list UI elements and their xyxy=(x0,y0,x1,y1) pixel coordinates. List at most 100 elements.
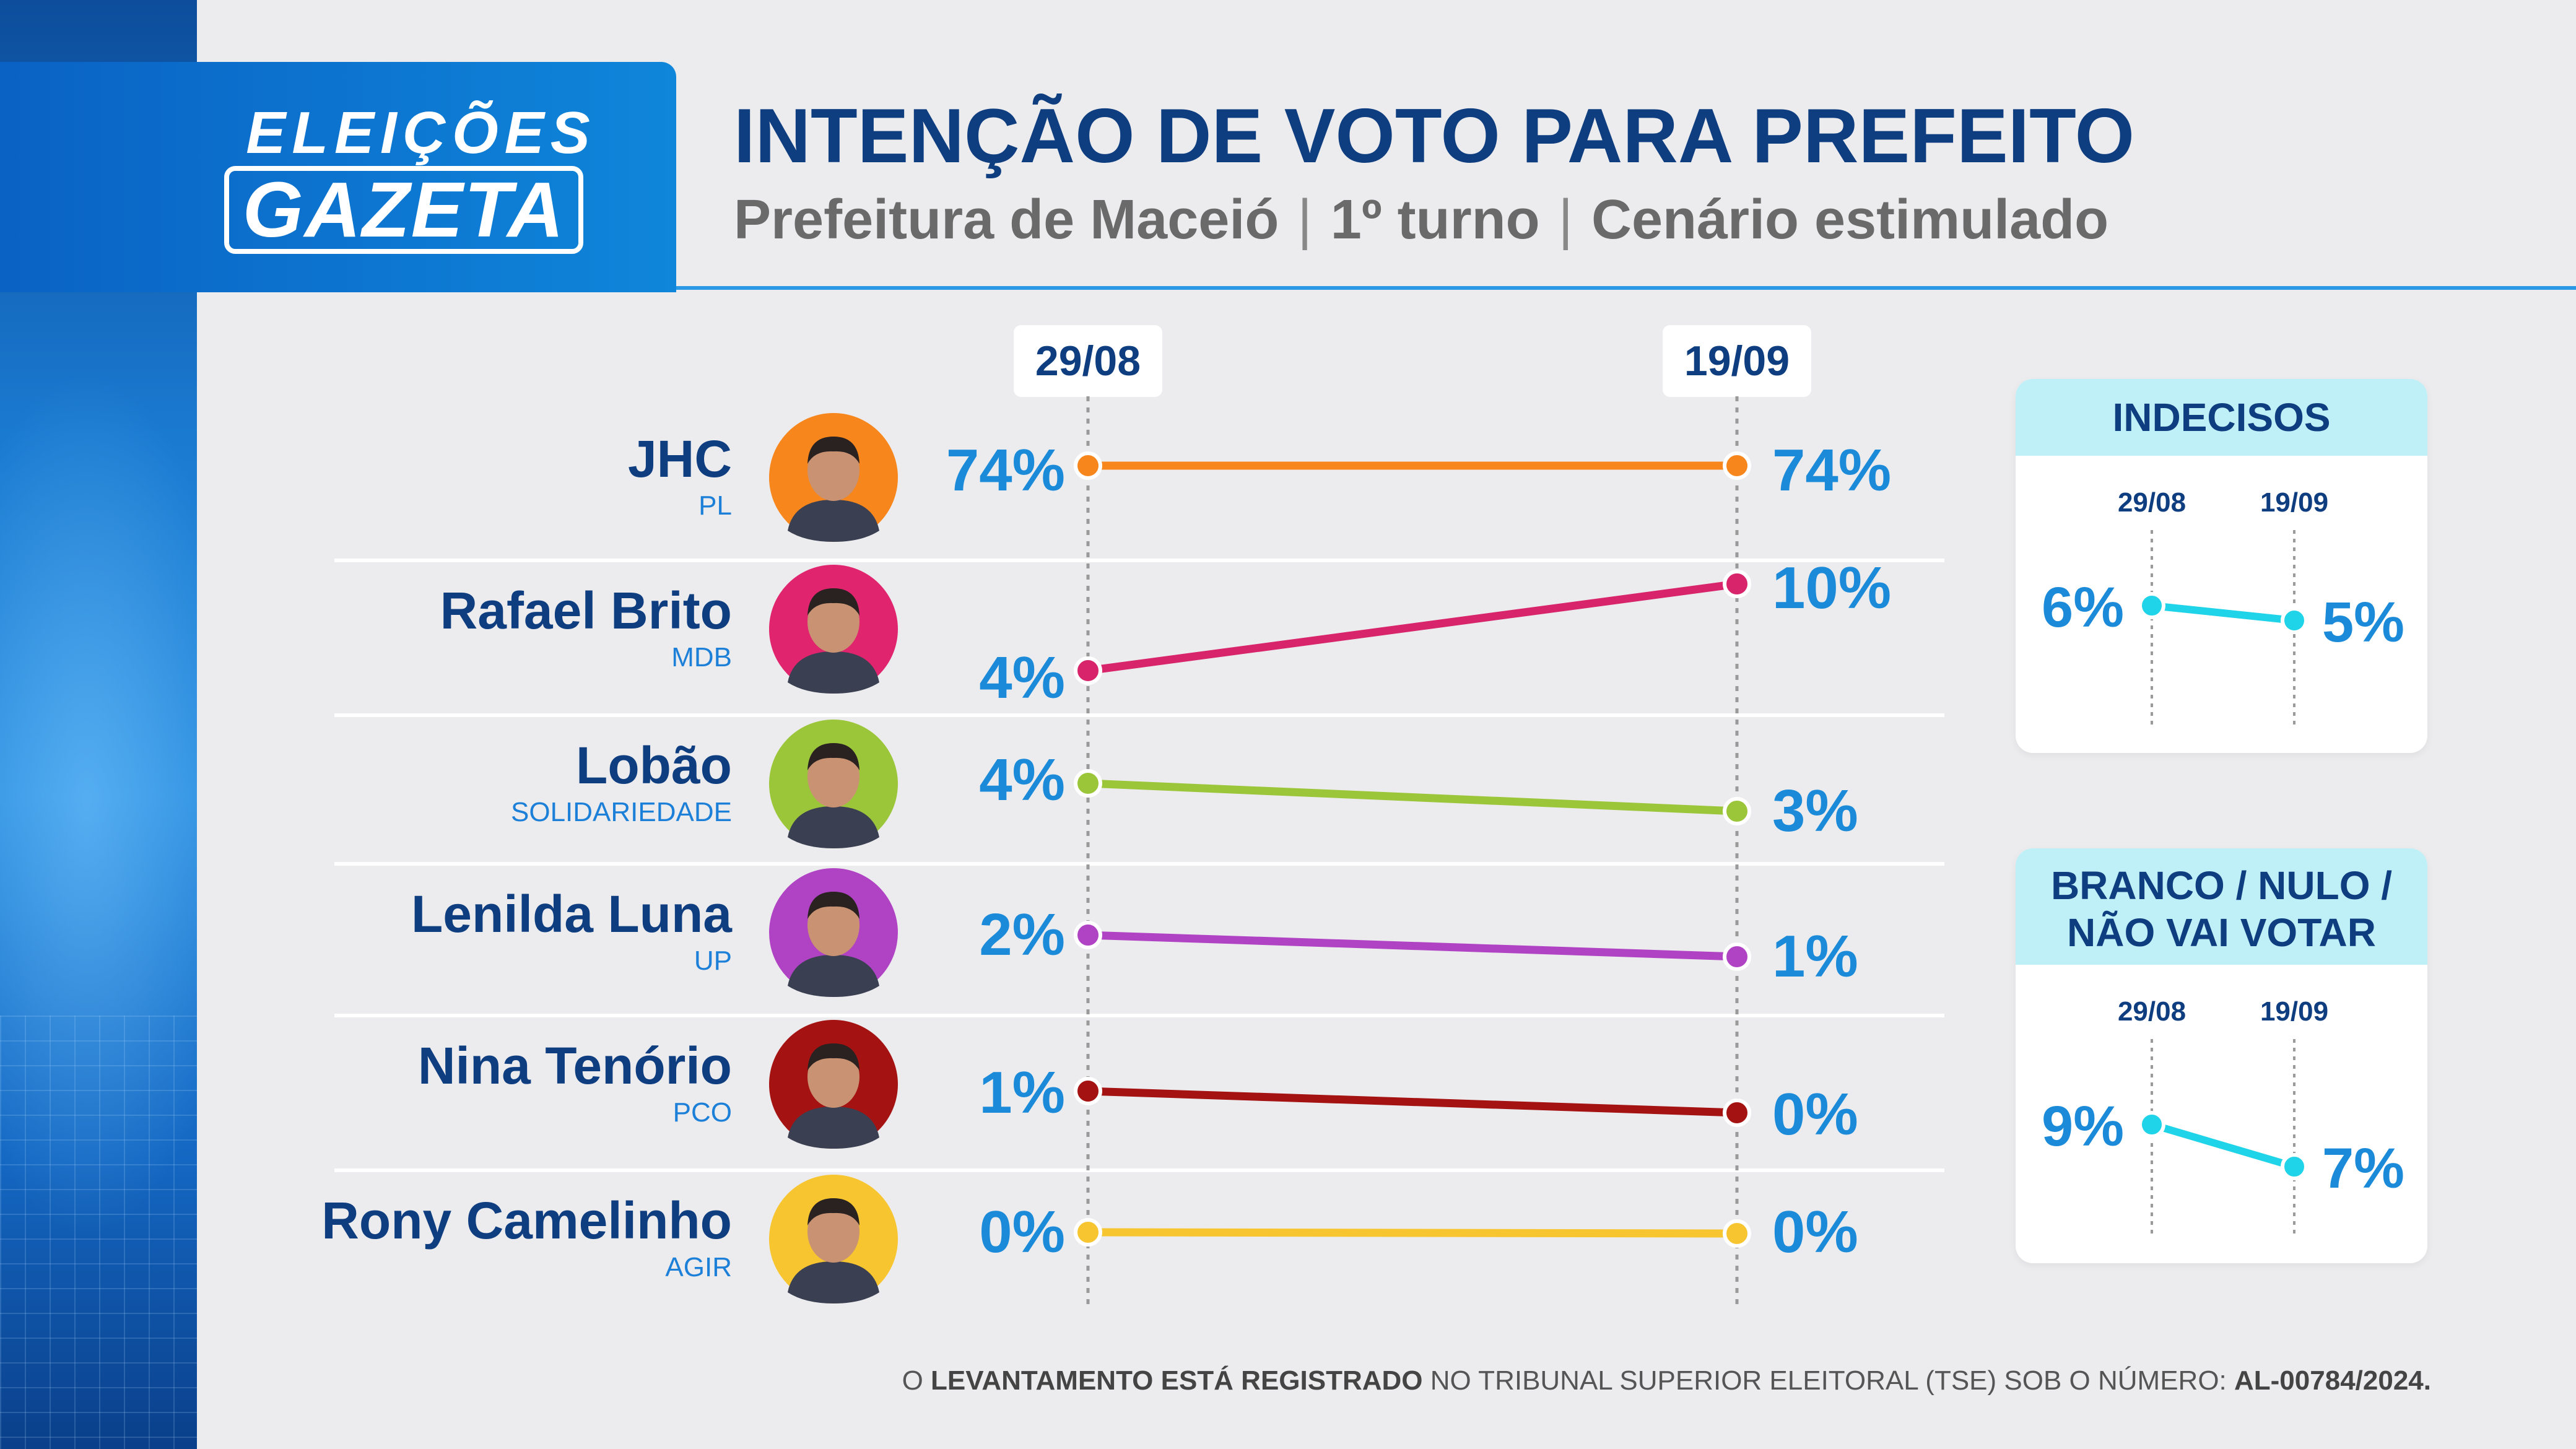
series-point xyxy=(1723,797,1751,825)
candidate-avatar xyxy=(769,719,898,848)
person-silhouette-icon xyxy=(788,1198,879,1303)
panel-series-point xyxy=(2138,592,2165,619)
series-point xyxy=(1074,1077,1102,1105)
value-label-first: 74% xyxy=(946,437,1065,503)
panel-chart-svg: 29/08 19/09 9% 7% xyxy=(2042,996,2404,1238)
series-point xyxy=(1723,1099,1751,1127)
series-line xyxy=(1084,1228,1741,1238)
panel-series-line xyxy=(2148,1121,2298,1170)
person-silhouette-icon xyxy=(788,436,879,542)
row-divider xyxy=(334,713,1944,717)
value-label-last: 1% xyxy=(1772,923,1858,990)
series-point xyxy=(1723,1219,1751,1248)
value-label-last: 0% xyxy=(1772,1081,1858,1147)
subtitle-separator: | xyxy=(1558,189,1573,251)
footer-bold-registered: LEVANTAMENTO ESTÁ REGISTRADO xyxy=(931,1365,1423,1396)
panel-value-label-first: 6% xyxy=(2042,576,2124,639)
series-line xyxy=(1084,1087,1741,1117)
candidate-avatar xyxy=(769,1019,898,1149)
page-title: INTENÇÃO DE VOTO PARA PREFEITO xyxy=(734,94,2135,179)
value-label-first: 4% xyxy=(979,747,1065,813)
candidate-name: Rony Camelinho xyxy=(321,1191,732,1250)
value-label-first: 0% xyxy=(979,1199,1065,1265)
subtitle-separator: | xyxy=(1297,189,1312,251)
panel-value-label-last: 5% xyxy=(2322,591,2404,654)
candidate-party: AGIR xyxy=(665,1251,732,1282)
panel-date-label: 29/08 xyxy=(2118,996,2186,1027)
page-subtitle: Prefeitura de Maceió | 1º turno | Cenário es… xyxy=(734,186,2108,254)
series-point xyxy=(1723,942,1751,971)
candidate-name: Rafael Brito xyxy=(440,581,732,640)
series-point xyxy=(1074,769,1102,798)
subtitle-round: 1º turno xyxy=(1330,189,1540,251)
footer-note: O LEVANTAMENTO ESTÁ REGISTRADO NO TRIBUN… xyxy=(902,1362,2431,1399)
row-divider xyxy=(334,1014,1944,1017)
value-label-last: 3% xyxy=(1772,778,1858,844)
subtitle-scenario: Cenário estimulado xyxy=(1591,189,2109,251)
value-label-last: 0% xyxy=(1772,1199,1858,1265)
panel-series-line xyxy=(2148,602,2298,624)
panel-chart-svg: 29/08 19/09 6% 5% xyxy=(2042,487,2404,728)
value-label-first: 2% xyxy=(979,902,1065,968)
footer-prefix: O xyxy=(902,1365,931,1396)
series-line xyxy=(1084,580,1741,675)
value-label-first: 4% xyxy=(979,645,1065,711)
left-band-glow xyxy=(0,372,197,1238)
brand-line2: GAZETA xyxy=(224,166,583,254)
subtitle-city: Prefeitura de Maceió xyxy=(734,189,1279,251)
series-point xyxy=(1074,451,1102,480)
series-point xyxy=(1074,656,1102,685)
series-point xyxy=(1074,921,1102,949)
person-silhouette-icon xyxy=(788,1043,879,1149)
candidate-party: UP xyxy=(694,945,732,976)
panel-series-point xyxy=(2281,607,2308,634)
series-point xyxy=(1723,451,1751,480)
series-point xyxy=(1723,570,1751,598)
branco-nulo-title-line1: BRANCO / NULO / xyxy=(2050,863,2393,908)
candidate-name: Lenilda Luna xyxy=(411,884,732,943)
branco-nulo-title-line2: NÃO VAI VOTAR xyxy=(2067,910,2376,955)
person-silhouette-icon xyxy=(788,891,879,997)
candidate-avatar xyxy=(769,412,898,542)
brand-logo-panel: ELEIÇÕES GAZETA xyxy=(0,62,676,292)
panel-series-point xyxy=(2138,1111,2165,1138)
indecisos-panel-title: INDECISOS xyxy=(2016,379,2427,456)
header-rule xyxy=(676,286,2576,290)
candidate-party: SOLIDARIEDADE xyxy=(511,796,732,827)
person-silhouette-icon xyxy=(788,742,879,848)
candidate-party: MDB xyxy=(671,642,732,672)
panel-date-label: 29/08 xyxy=(2118,487,2186,518)
row-divider xyxy=(334,559,1944,562)
candidate-name: Nina Tenório xyxy=(417,1036,732,1095)
candidate-avatar xyxy=(769,1174,898,1303)
date-chip-29-08: 29/08 xyxy=(1014,325,1162,397)
series-point xyxy=(1074,1218,1102,1247)
panel-series-point xyxy=(2281,1153,2308,1180)
brand-line1: ELEIÇÕES xyxy=(246,100,596,166)
person-silhouette-icon xyxy=(788,588,879,694)
candidate-party: PCO xyxy=(672,1097,732,1128)
left-band-grid xyxy=(0,1016,197,1449)
value-label-last: 74% xyxy=(1772,437,1892,503)
panel-date-label: 19/09 xyxy=(2260,487,2328,518)
candidate-avatar xyxy=(769,868,898,997)
branco-nulo-panel: BRANCO / NULO / NÃO VAI VOTAR 29/08 19/09… xyxy=(2016,848,2427,1263)
candidate-name: Lobão xyxy=(576,736,732,794)
panel-value-label-last: 7% xyxy=(2322,1137,2404,1200)
footer-middle: NO TRIBUNAL SUPERIOR ELEITORAL (TSE) SOB… xyxy=(1422,1365,2234,1396)
series-line xyxy=(1084,931,1741,961)
value-label-first: 1% xyxy=(979,1060,1065,1126)
row-divider xyxy=(334,862,1944,866)
indecisos-panel: INDECISOS 29/08 19/09 6% 5% xyxy=(2016,379,2427,753)
candidate-avatar xyxy=(769,564,898,694)
row-divider xyxy=(334,1168,1944,1172)
date-chip-19-09: 19/09 xyxy=(1663,325,1811,397)
value-label-last: 10% xyxy=(1772,555,1892,621)
candidate-name: JHC xyxy=(627,429,732,488)
branco-nulo-panel-title: BRANCO / NULO / NÃO VAI VOTAR xyxy=(2016,848,2427,965)
candidate-party: PL xyxy=(698,490,732,521)
footer-bold-number: AL-00784/2024. xyxy=(2234,1365,2431,1396)
series-line xyxy=(1084,779,1741,816)
panel-date-label: 19/09 xyxy=(2260,996,2328,1027)
